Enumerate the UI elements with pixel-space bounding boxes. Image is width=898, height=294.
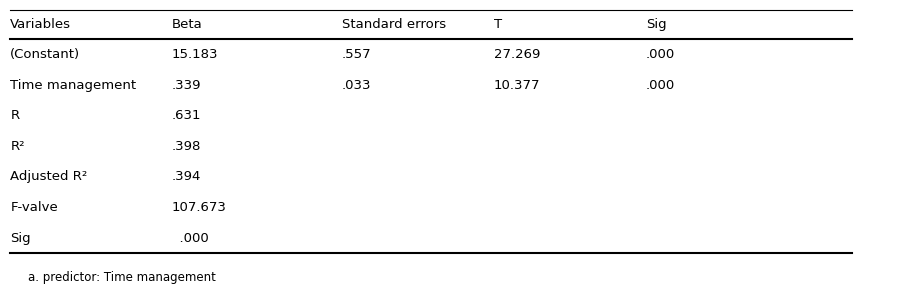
Text: Sig: Sig: [646, 18, 666, 31]
Text: Beta: Beta: [172, 18, 202, 31]
Text: .000: .000: [646, 48, 675, 61]
Text: .394: .394: [172, 170, 201, 183]
Text: Time management: Time management: [11, 78, 136, 92]
Text: (Constant): (Constant): [11, 48, 81, 61]
Text: 15.183: 15.183: [172, 48, 218, 61]
Text: a. predictor: Time management: a. predictor: Time management: [28, 271, 216, 284]
Text: .339: .339: [172, 78, 201, 92]
Text: T: T: [494, 18, 502, 31]
Text: R²: R²: [11, 140, 25, 153]
Text: Adjusted R²: Adjusted R²: [11, 170, 88, 183]
Text: 27.269: 27.269: [494, 48, 540, 61]
Text: Sig: Sig: [11, 231, 31, 245]
Text: 107.673: 107.673: [172, 201, 226, 214]
Text: .033: .033: [341, 78, 371, 92]
Text: .000: .000: [646, 78, 675, 92]
Text: F-valve: F-valve: [11, 201, 58, 214]
Text: 10.377: 10.377: [494, 78, 541, 92]
Text: Variables: Variables: [11, 18, 71, 31]
Text: R: R: [11, 109, 20, 122]
Text: Standard errors: Standard errors: [341, 18, 445, 31]
Text: .398: .398: [172, 140, 201, 153]
Text: .557: .557: [341, 48, 371, 61]
Text: .631: .631: [172, 109, 201, 122]
Text: .000: .000: [172, 231, 209, 245]
